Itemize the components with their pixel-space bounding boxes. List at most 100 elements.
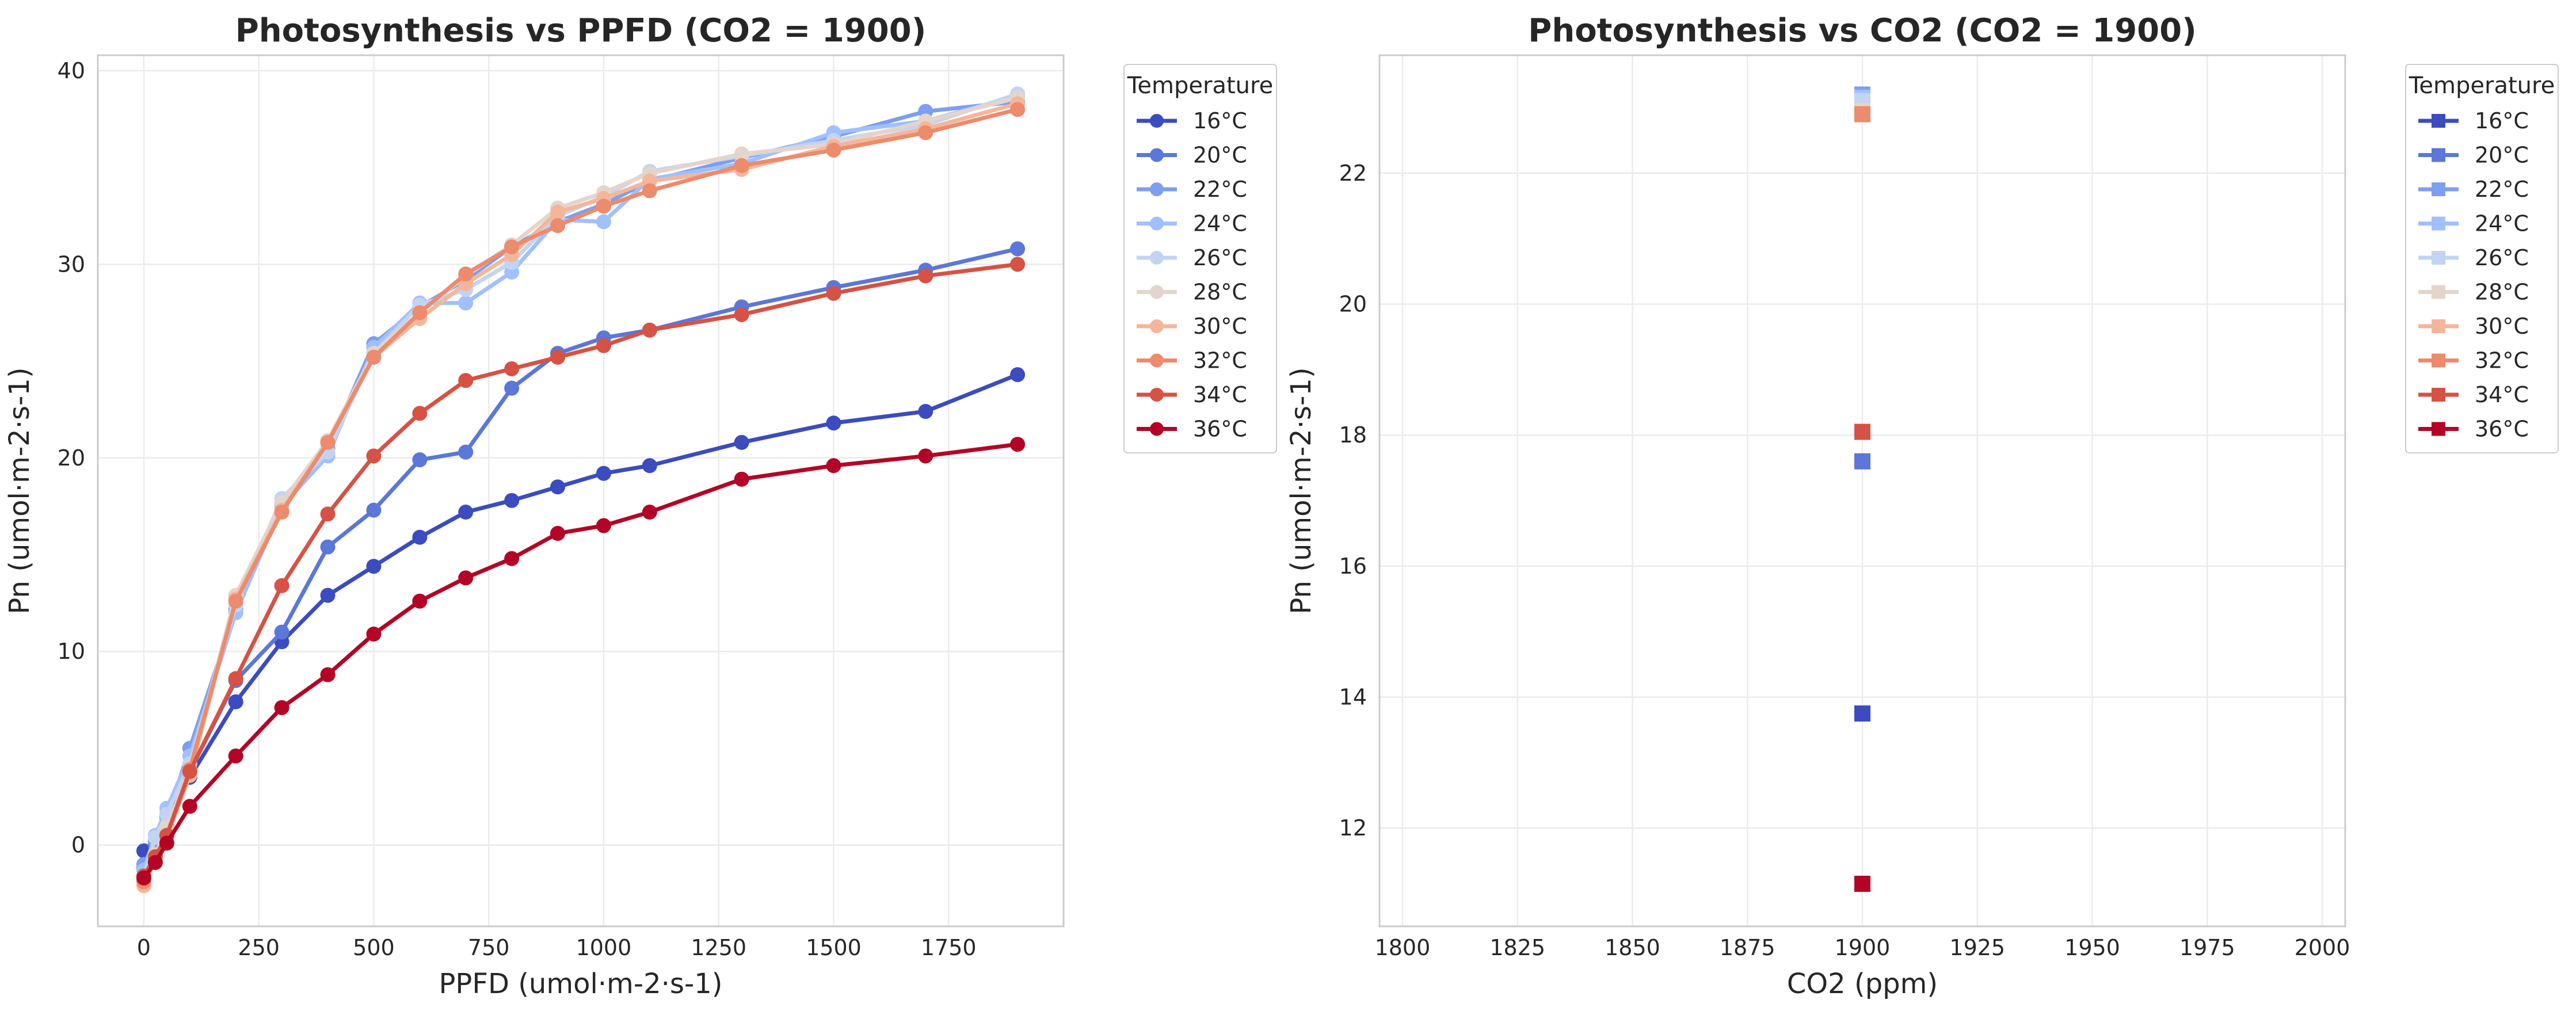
co2-chart-legend-swatch-marker	[2432, 182, 2445, 196]
co2-chart-series-20c	[1854, 453, 1870, 470]
ppfd-chart-data-point	[320, 434, 336, 450]
ppfd-chart-series-36c	[136, 437, 1026, 886]
ppfd-chart-data-point	[274, 700, 289, 715]
co2-chart-legend-swatch-marker	[2432, 251, 2445, 265]
ppfd-chart-legend-swatch-marker	[1150, 285, 1164, 299]
ppfd-chart-x-tick-label: 1000	[576, 935, 632, 960]
ppfd-chart-data-point	[458, 373, 474, 388]
ppfd-chart-data-point	[596, 338, 611, 353]
ppfd-chart-data-point	[412, 529, 428, 545]
co2-chart-x-tick-label: 1900	[1835, 935, 1891, 960]
ppfd-chart-legend-entry: 20°C	[1137, 143, 1247, 168]
ppfd-chart-data-point	[147, 854, 163, 870]
co2-chart-legend-swatch-marker	[2432, 388, 2445, 402]
co2-chart-legend-swatch-marker	[2432, 285, 2445, 299]
ppfd-chart-data-point	[596, 214, 611, 230]
ppfd-chart-legend-swatch-marker	[1150, 353, 1164, 368]
co2-chart-legend-label: 22°C	[2475, 177, 2529, 202]
co2-chart-series-32c	[1854, 106, 1870, 123]
ppfd-chart-data-point	[1010, 367, 1026, 383]
ppfd-chart-legend-entry: 28°C	[1137, 280, 1247, 305]
ppfd-chart-legend-entry: 34°C	[1137, 382, 1247, 407]
ppfd-chart-data-point	[458, 266, 474, 282]
ppfd-chart-panel: 0 250 500 750 1000 1250 1500 1750 0 10 20 30 40 Phot…	[3, 12, 1277, 1000]
ppfd-chart-x-tick-label: 1750	[921, 935, 977, 960]
ppfd-chart-data-point	[1010, 257, 1026, 272]
co2-chart-panel: 1800 1825 1850 1875 1900 1925 1950 1975 2000 12 14…	[1285, 12, 2559, 1000]
ppfd-chart-legend-title: Temperature	[1127, 72, 1273, 99]
ppfd-chart-legend-label: 30°C	[1193, 314, 1247, 339]
co2-chart-series-34c	[1854, 423, 1870, 440]
ppfd-chart-data-point	[734, 471, 749, 487]
ppfd-chart-legend-label: 26°C	[1193, 245, 1247, 270]
co2-chart-legend-label: 20°C	[2475, 143, 2529, 168]
co2-chart-legend-entry: 20°C	[2418, 143, 2529, 168]
ppfd-chart-legend-label: 20°C	[1193, 143, 1247, 168]
ppfd-chart-data-point	[596, 465, 611, 481]
co2-chart-legend-swatch-marker	[2432, 422, 2445, 436]
ppfd-chart-legend-swatch-marker	[1150, 319, 1164, 333]
ppfd-chart-legend-entry: 16°C	[1137, 108, 1247, 133]
ppfd-chart-data-point	[1010, 102, 1026, 117]
co2-chart-y-axis-label: Pn (umol·m-2·s-1)	[1285, 367, 1317, 614]
ppfd-chart-data-point	[182, 764, 197, 779]
ppfd-chart-data-point	[228, 748, 243, 764]
ppfd-chart-x-tick-label: 0	[137, 935, 151, 960]
co2-chart-series-16c	[1854, 705, 1870, 722]
ppfd-chart-data-point	[412, 406, 428, 421]
co2-chart-x-tick-label: 1950	[2064, 935, 2120, 960]
co2-chart-x-tick-label: 2000	[2295, 935, 2350, 960]
co2-chart-legend-label: 28°C	[2475, 280, 2529, 305]
ppfd-chart-data-point	[320, 587, 336, 603]
ppfd-chart-data-point	[458, 570, 474, 586]
co2-chart-y-tick-label: 16	[1339, 554, 1367, 579]
co2-chart-ticks: 1800 1825 1850 1875 1900 1925 1950 1975 2000 12 14…	[1339, 161, 2350, 960]
co2-chart-series-36c	[1854, 876, 1870, 892]
ppfd-chart-legend-label: 28°C	[1193, 280, 1247, 305]
co2-chart-data-point	[1854, 876, 1870, 892]
ppfd-chart-y-tick-label: 10	[58, 639, 85, 664]
ppfd-chart-data-point	[642, 458, 657, 474]
co2-chart-legend-label: 36°C	[2475, 417, 2529, 442]
co2-chart-legend-entry: 16°C	[2418, 108, 2529, 133]
ppfd-chart-data-point	[550, 479, 566, 495]
ppfd-chart-legend-entry: 36°C	[1137, 417, 1247, 442]
ppfd-chart-data-point	[734, 307, 749, 322]
ppfd-chart-data-point	[918, 268, 933, 284]
ppfd-chart-data-point	[550, 218, 566, 234]
co2-chart-y-tick-label: 20	[1339, 292, 1367, 317]
ppfd-chart-ticks: 0 250 500 750 1000 1250 1500 1750 0 10 20 30 40	[58, 58, 977, 960]
co2-chart-legend-entry: 34°C	[2418, 382, 2529, 407]
ppfd-chart-y-tick-label: 30	[58, 251, 85, 277]
ppfd-chart-legend-entry: 26°C	[1137, 245, 1247, 270]
co2-chart-legend-label: 24°C	[2475, 211, 2529, 236]
co2-chart-data-point	[1854, 106, 1870, 123]
co2-chart-legend-swatch-marker	[2432, 216, 2445, 231]
co2-chart-y-tick-label: 18	[1339, 422, 1367, 448]
ppfd-chart-data-point	[596, 518, 611, 533]
ppfd-chart-legend-swatch-marker	[1150, 216, 1164, 231]
ppfd-chart-legend-label: 24°C	[1193, 211, 1247, 236]
ppfd-chart-data-point	[826, 285, 841, 301]
co2-chart-legend-label: 30°C	[2475, 314, 2529, 339]
ppfd-chart-legend-entry: 22°C	[1137, 177, 1247, 202]
ppfd-chart-y-axis-label: Pn (umol·m-2·s-1)	[3, 367, 36, 614]
ppfd-chart-data-point	[550, 526, 566, 541]
ppfd-chart-x-tick-label: 1250	[691, 935, 746, 960]
ppfd-chart-data-point	[458, 505, 474, 520]
ppfd-chart-data-point	[504, 239, 520, 255]
ppfd-chart-legend-swatch-marker	[1150, 114, 1164, 128]
ppfd-chart-x-tick-label: 250	[238, 935, 280, 960]
co2-chart-y-tick-label: 12	[1339, 815, 1367, 841]
ppfd-chart-legend-box	[1123, 64, 1277, 453]
co2-chart-legend-entry: 22°C	[2418, 177, 2529, 202]
ppfd-chart-data-point	[918, 404, 933, 419]
co2-chart-grid	[1380, 55, 2345, 926]
co2-chart-x-tick-label: 1800	[1375, 935, 1431, 960]
co2-chart-legend-entry: 28°C	[2418, 280, 2529, 305]
ppfd-chart-data-point	[366, 502, 382, 518]
ppfd-chart-legend-swatch-marker	[1150, 182, 1164, 196]
ppfd-chart-data-point	[596, 199, 611, 214]
co2-chart-x-tick-label: 1850	[1605, 935, 1660, 960]
